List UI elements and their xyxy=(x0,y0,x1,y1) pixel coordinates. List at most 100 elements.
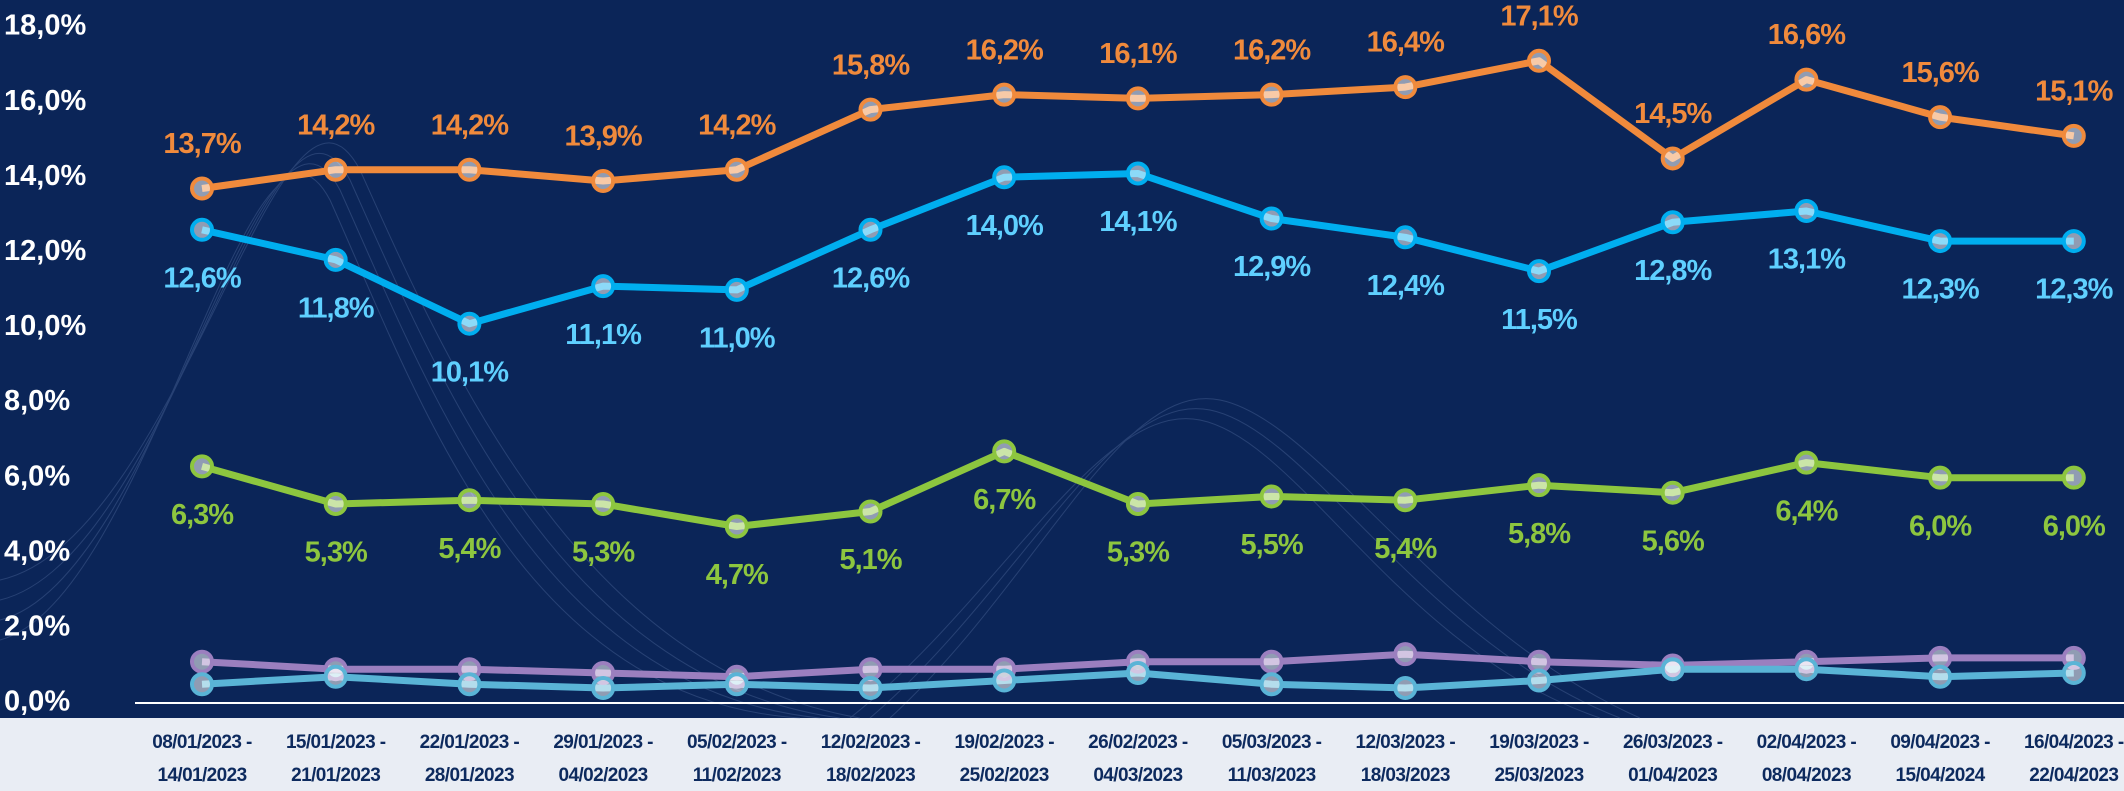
data-label: 6,4% xyxy=(1775,495,1838,527)
data-point xyxy=(1794,450,1819,475)
x-tick-label: 19/03/2023 - 25/03/2023 xyxy=(1489,732,1589,786)
data-point xyxy=(190,454,214,479)
data-point xyxy=(190,672,214,697)
x-tick-label: 22/01/2023 - 28/01/2023 xyxy=(419,732,520,786)
x-tick-label: 26/03/2023 - 01/04/2023 xyxy=(1622,732,1723,786)
data-point xyxy=(1393,675,1418,700)
data-point xyxy=(1794,67,1819,92)
data-point xyxy=(190,176,214,201)
data-label: 6,7% xyxy=(973,484,1036,516)
data-label: 5,1% xyxy=(839,544,902,576)
data-point xyxy=(323,491,348,516)
data-point xyxy=(992,668,1017,693)
data-label: 17,1% xyxy=(1500,0,1578,32)
x-tick-label: 05/02/2023 - 11/02/2023 xyxy=(687,732,787,786)
data-label: 5,6% xyxy=(1642,525,1705,557)
data-label: 5,5% xyxy=(1241,529,1304,561)
data-label: 11,5% xyxy=(1501,304,1578,336)
data-point xyxy=(1125,660,1150,685)
data-point xyxy=(724,157,749,182)
x-tick-label: 05/03/2023 - 11/03/2023 xyxy=(1221,732,1322,786)
data-point xyxy=(1928,465,1953,490)
data-point xyxy=(2061,465,2086,490)
data-label: 12,3% xyxy=(1901,274,1979,306)
data-point xyxy=(190,217,214,242)
data-point xyxy=(457,157,482,182)
x-tick-label: 09/04/2023 - 15/04/2024 xyxy=(1890,732,1990,786)
data-label: 11,1% xyxy=(565,319,642,351)
data-point xyxy=(992,165,1017,190)
data-point xyxy=(724,672,749,697)
data-label: 5,4% xyxy=(1374,533,1437,565)
data-point xyxy=(2061,123,2086,148)
data-point xyxy=(323,247,348,272)
data-point xyxy=(992,439,1017,464)
data-label: 13,7% xyxy=(163,128,241,160)
data-label: 16,6% xyxy=(1768,19,1846,51)
x-tick-label: 08/01/2023 - 14/01/2023 xyxy=(152,732,252,786)
data-label: 5,3% xyxy=(305,537,368,569)
x-tick-label: 26/02/2023 - 04/03/2023 xyxy=(1088,732,1188,786)
data-label: 13,1% xyxy=(1768,244,1846,276)
data-point xyxy=(2061,660,2086,685)
data-label: 15,1% xyxy=(2035,76,2113,108)
data-point xyxy=(1125,491,1150,516)
data-point xyxy=(724,514,749,539)
data-label: 11,8% xyxy=(298,293,375,325)
x-tick-label: 16/04/2023 - 22/04/2023 xyxy=(2024,732,2124,786)
data-point xyxy=(1527,259,1551,284)
data-point xyxy=(1259,649,1284,674)
data-label: 15,6% xyxy=(1901,57,1979,89)
data-label: 6,3% xyxy=(171,499,234,531)
data-point xyxy=(591,274,616,299)
data-point xyxy=(1125,161,1150,186)
data-point xyxy=(724,277,749,302)
data-point xyxy=(858,499,883,524)
data-point xyxy=(323,664,348,689)
data-label: 11,0% xyxy=(699,323,776,355)
y-tick-label: 16,0% xyxy=(4,85,86,117)
data-point xyxy=(1527,668,1551,693)
data-point xyxy=(1928,664,1953,689)
data-point xyxy=(1660,146,1685,171)
data-label: 12,4% xyxy=(1367,270,1445,302)
data-label: 16,2% xyxy=(966,34,1044,66)
data-point xyxy=(1259,672,1284,697)
data-point xyxy=(457,311,482,336)
data-point xyxy=(1527,473,1551,498)
data-point xyxy=(1259,82,1284,107)
data-point xyxy=(591,491,616,516)
x-tick-label: 12/02/2023 - 18/02/2023 xyxy=(820,732,921,786)
data-point xyxy=(457,488,482,513)
data-label: 14,2% xyxy=(297,109,375,141)
y-tick-label: 4,0% xyxy=(4,535,70,567)
data-point xyxy=(1393,75,1418,100)
data-point xyxy=(1393,488,1418,513)
y-tick-label: 2,0% xyxy=(4,611,70,643)
data-label: 13,9% xyxy=(564,121,642,153)
data-point xyxy=(992,82,1017,107)
data-point xyxy=(1660,657,1685,682)
plot-background xyxy=(0,0,2124,718)
data-point xyxy=(1794,657,1819,682)
data-label: 12,3% xyxy=(2035,274,2113,306)
data-label: 14,5% xyxy=(1634,98,1712,130)
y-tick-label: 14,0% xyxy=(4,160,86,192)
data-point xyxy=(1928,105,1953,130)
decorative-waves xyxy=(0,142,1641,719)
data-label: 16,1% xyxy=(1099,38,1177,70)
data-label: 14,1% xyxy=(1099,206,1177,238)
data-point xyxy=(591,675,616,700)
data-label: 5,3% xyxy=(1107,537,1170,569)
y-tick-label: 0,0% xyxy=(4,686,70,718)
data-point xyxy=(323,157,348,182)
data-label: 14,2% xyxy=(698,109,776,141)
data-label: 6,0% xyxy=(1909,510,1972,542)
data-point xyxy=(190,649,214,674)
data-point xyxy=(858,675,883,700)
y-tick-label: 12,0% xyxy=(4,235,86,267)
data-label: 5,4% xyxy=(438,533,501,565)
data-point xyxy=(457,672,482,697)
data-point xyxy=(591,168,616,193)
